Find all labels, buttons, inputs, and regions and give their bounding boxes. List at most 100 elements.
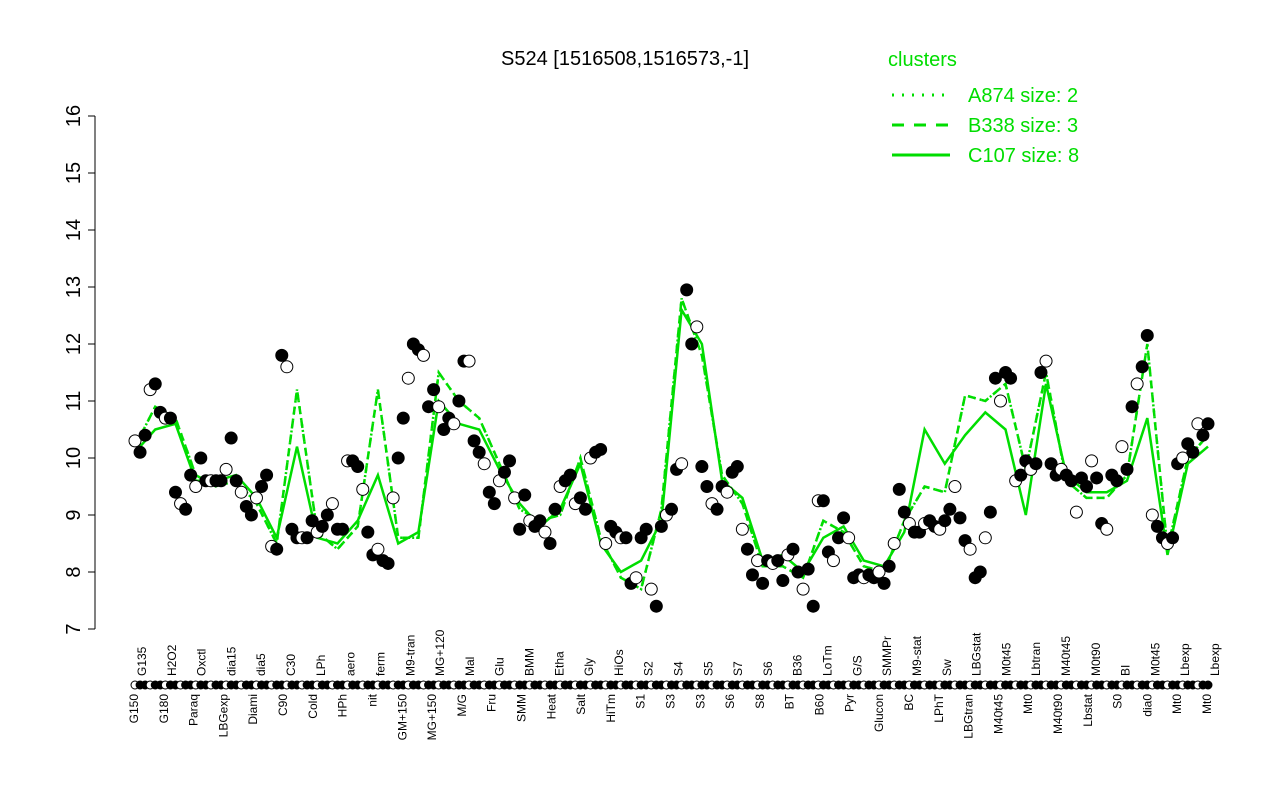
data-point	[315, 519, 329, 533]
data-point	[816, 494, 830, 508]
x-label-top: M9-stat	[910, 635, 924, 676]
x-label-bottom: SMM	[514, 694, 528, 722]
data-point	[988, 371, 1002, 385]
legend-label: B338 size: 3	[968, 115, 1078, 137]
data-point	[518, 488, 532, 502]
data-point	[467, 434, 481, 448]
data-point	[897, 505, 911, 519]
y-tick-label: 10	[63, 447, 85, 469]
data-point	[472, 445, 486, 459]
data-point	[594, 442, 608, 456]
data-point	[776, 574, 790, 588]
data-point	[270, 542, 284, 556]
x-label-bottom: HPh	[336, 694, 350, 717]
y-tick-label: 7	[63, 623, 85, 634]
data-point	[887, 537, 901, 550]
data-point	[573, 491, 587, 505]
data-point	[128, 434, 142, 448]
x-label-bottom: LBGexp	[216, 694, 230, 738]
data-point	[1110, 474, 1124, 488]
data-point	[1014, 468, 1028, 482]
x-label-bottom: BT	[783, 693, 797, 709]
data-point	[1115, 440, 1129, 454]
x-label-top: M40t45	[1059, 636, 1073, 676]
x-label-bottom: Glucon	[872, 694, 886, 732]
data-point	[249, 491, 263, 505]
y-tick-label: 12	[63, 333, 85, 355]
data-point	[1044, 457, 1058, 471]
data-point	[219, 462, 233, 476]
data-point	[300, 531, 314, 545]
x-label-top: Etha	[552, 651, 566, 676]
x-label-top: Oxctl	[195, 649, 209, 676]
data-point	[497, 465, 511, 479]
data-point	[432, 400, 446, 414]
data-point	[877, 576, 891, 590]
data-point	[477, 457, 491, 471]
data-point	[1176, 451, 1190, 465]
data-point	[943, 502, 957, 516]
x-label-bottom: S1	[634, 694, 648, 709]
data-point	[260, 468, 274, 482]
data-point	[872, 565, 886, 579]
data-point	[437, 423, 451, 436]
x-label-bottom: Mt0	[1021, 694, 1035, 714]
x-label-top: Gly	[582, 658, 596, 676]
x-label-top: LoTm	[821, 645, 835, 676]
x-label-top: B36	[791, 654, 805, 676]
data-point	[1100, 522, 1114, 536]
data-point	[533, 514, 547, 528]
x-label-top: MG+120	[433, 629, 447, 676]
y-tick-label: 16	[63, 105, 85, 127]
data-point	[695, 460, 709, 474]
x-label-top: Lbexp	[1208, 643, 1222, 676]
data-point	[700, 480, 714, 493]
y-tick-label: 13	[63, 276, 85, 298]
data-point	[983, 505, 997, 519]
x-label-bottom: LBGtran	[962, 694, 976, 739]
data-point	[1120, 462, 1134, 476]
chart-title: S524 [1516508,1516573,-1]	[501, 48, 749, 70]
data-point	[1034, 366, 1048, 379]
data-point	[680, 283, 694, 297]
data-point	[953, 511, 967, 525]
y-tick-label: 8	[63, 566, 85, 577]
data-point	[305, 514, 319, 528]
data-point	[639, 522, 653, 536]
data-point	[214, 474, 228, 488]
data-point	[756, 576, 770, 590]
data-point	[978, 531, 992, 545]
data-point	[513, 522, 527, 536]
data-point	[386, 491, 400, 505]
data-point	[487, 497, 501, 511]
data-point	[371, 542, 385, 556]
data-point	[1125, 400, 1139, 414]
x-label-bottom: Salt	[574, 693, 588, 714]
x-label-bottom: Heat	[544, 693, 558, 719]
data-point	[644, 582, 658, 596]
data-point	[133, 445, 147, 459]
data-point	[148, 377, 162, 391]
x-label-bottom: Pyr	[842, 694, 856, 712]
data-point	[963, 542, 977, 556]
data-point	[1201, 417, 1215, 431]
x-label-bottom: dia0	[1140, 694, 1154, 717]
x-label-bottom: LPhT	[932, 693, 946, 722]
data-point	[665, 502, 678, 516]
x-label-top: M9-tran	[403, 635, 417, 676]
data-point	[745, 568, 759, 582]
legend-label: C107 size: 8	[968, 145, 1079, 167]
data-point	[396, 411, 410, 425]
x-label-top: M0t45	[999, 642, 1013, 676]
data-point	[462, 354, 476, 368]
x-label-bottom: S3	[664, 694, 678, 709]
x-label-bottom: GM+150	[395, 694, 409, 741]
data-point	[599, 537, 613, 550]
data-point	[229, 474, 243, 488]
x-label-top: Lbexp	[1178, 643, 1192, 676]
data-point	[771, 554, 785, 568]
data-point	[336, 522, 350, 536]
data-point	[1145, 508, 1159, 522]
data-point	[740, 542, 754, 556]
data-point	[1069, 505, 1083, 519]
